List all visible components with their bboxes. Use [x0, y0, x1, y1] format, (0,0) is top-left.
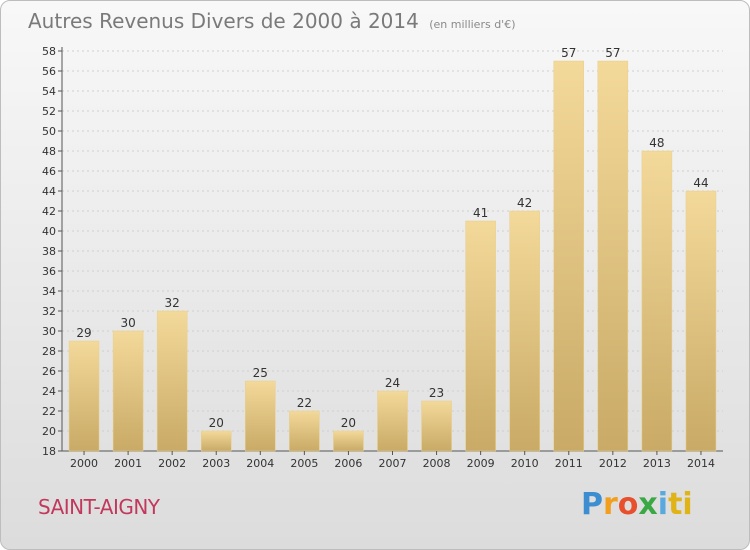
y-tick-label: 46	[42, 165, 56, 178]
chart-title-text: Autres Revenus Divers de 2000 à 2014	[28, 9, 419, 33]
x-tick-label: 2010	[511, 457, 539, 470]
bar-value-label: 20	[341, 416, 356, 430]
commune-name: SAINT-AIGNY	[38, 495, 160, 519]
bar-2006	[333, 430, 364, 452]
x-tick-label: 2009	[467, 457, 495, 470]
bar-2003	[200, 430, 232, 452]
x-tick-label: 2001	[114, 457, 142, 470]
y-tick-label: 58	[42, 45, 56, 58]
y-tick-label: 20	[42, 425, 56, 438]
y-tick-label: 50	[42, 125, 56, 138]
bar-2009	[465, 220, 496, 452]
bar-value-label: 42	[517, 196, 532, 210]
bar-value-label: 48	[649, 136, 664, 150]
bar-2007	[377, 390, 408, 452]
x-tick-label: 2013	[643, 457, 671, 470]
logo-letter-3: o	[617, 487, 639, 522]
bar-2004	[245, 380, 276, 452]
bar-2011	[553, 60, 585, 452]
y-tick-label: 18	[42, 445, 56, 458]
bar-2012	[597, 60, 629, 452]
logo-letter-6: ti	[668, 487, 693, 522]
bar-2000	[68, 340, 100, 452]
bar-2005	[289, 410, 320, 452]
x-tick-label: 2002	[158, 457, 186, 470]
y-tick-label: 36	[42, 265, 56, 278]
bar-value-label: 57	[561, 46, 576, 60]
y-tick-label: 32	[42, 305, 56, 318]
y-tick-label: 38	[42, 245, 56, 258]
y-tick-label: 30	[42, 325, 56, 338]
logo-letter-4: x	[638, 487, 658, 522]
bar-value-label: 41	[473, 206, 488, 220]
bar-value-label: 22	[297, 396, 312, 410]
bar-2014	[685, 190, 717, 452]
y-tick-label: 40	[42, 225, 56, 238]
x-tick-label: 2008	[423, 457, 451, 470]
y-tick-label: 56	[42, 65, 56, 78]
x-tick-label: 2007	[379, 457, 407, 470]
bar-value-label: 20	[209, 416, 224, 430]
y-tick-label: 48	[42, 145, 56, 158]
x-tick-label: 2005	[290, 457, 318, 470]
bar-2013	[641, 150, 673, 452]
logo-letter-2: r	[603, 487, 618, 522]
bar-value-label: 57	[605, 46, 620, 60]
proxiti-logo: Proxiti	[581, 487, 693, 522]
bar-value-label: 29	[76, 326, 91, 340]
bar-value-label: 25	[253, 366, 268, 380]
x-tick-label: 2003	[202, 457, 230, 470]
logo-letter-1: P	[581, 487, 603, 522]
y-tick-label: 42	[42, 205, 56, 218]
bar-2001	[112, 330, 144, 452]
y-tick-label: 26	[42, 365, 56, 378]
x-tick-label: 2004	[246, 457, 274, 470]
y-tick-label: 52	[42, 105, 56, 118]
bar-value-label: 23	[429, 386, 444, 400]
y-tick-label: 22	[42, 405, 56, 418]
bar-2008	[421, 400, 452, 452]
chart-title: Autres Revenus Divers de 2000 à 2014 (en…	[28, 9, 516, 33]
x-tick-label: 2014	[687, 457, 715, 470]
bar-value-label: 24	[385, 376, 400, 390]
bar-value-label: 44	[693, 176, 708, 190]
y-tick-label: 54	[42, 85, 56, 98]
y-tick-label: 24	[42, 385, 56, 398]
logo-letter-5: i	[657, 487, 669, 522]
bar-value-label: 30	[120, 316, 135, 330]
x-tick-label: 2011	[555, 457, 583, 470]
x-tick-label: 2006	[334, 457, 362, 470]
x-tick-label: 2000	[70, 457, 98, 470]
y-tick-label: 44	[42, 185, 56, 198]
bar-2002	[156, 310, 188, 452]
bar-value-label: 32	[165, 296, 180, 310]
y-tick-label: 28	[42, 345, 56, 358]
y-tick-label: 34	[42, 285, 56, 298]
x-tick-label: 2012	[599, 457, 627, 470]
chart-subtitle: (en milliers d'€)	[429, 18, 516, 31]
bar-2010	[509, 210, 540, 452]
